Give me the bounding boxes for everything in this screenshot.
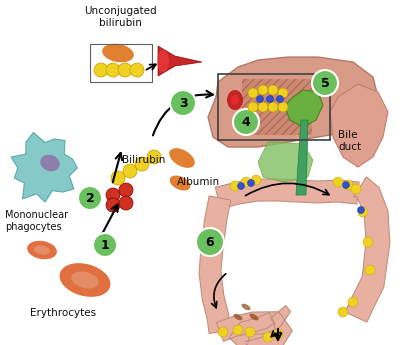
Polygon shape: [296, 120, 308, 195]
Circle shape: [351, 184, 361, 194]
Polygon shape: [286, 90, 323, 127]
Circle shape: [135, 157, 149, 171]
Circle shape: [278, 102, 288, 112]
Circle shape: [276, 96, 284, 102]
Circle shape: [245, 327, 255, 337]
Ellipse shape: [71, 272, 99, 288]
Circle shape: [258, 85, 268, 95]
Circle shape: [273, 329, 283, 339]
FancyArrowPatch shape: [212, 274, 226, 308]
Circle shape: [218, 327, 228, 337]
Circle shape: [93, 233, 117, 257]
Circle shape: [119, 183, 133, 197]
Circle shape: [106, 63, 120, 77]
Text: 4: 4: [242, 116, 250, 129]
Text: Unconjugated
bilirubin: Unconjugated bilirubin: [84, 7, 156, 28]
Text: 1: 1: [101, 238, 109, 252]
FancyArrowPatch shape: [271, 331, 280, 337]
Polygon shape: [199, 196, 231, 334]
Circle shape: [233, 109, 259, 135]
Polygon shape: [330, 84, 388, 167]
Circle shape: [263, 332, 273, 342]
Circle shape: [365, 265, 375, 275]
Ellipse shape: [169, 148, 195, 168]
Circle shape: [248, 88, 258, 98]
Circle shape: [338, 307, 348, 317]
Circle shape: [268, 102, 278, 112]
Ellipse shape: [27, 241, 57, 259]
Circle shape: [342, 181, 350, 188]
Polygon shape: [345, 177, 390, 322]
Ellipse shape: [227, 90, 243, 110]
Text: Albumin: Albumin: [176, 177, 220, 187]
Polygon shape: [258, 142, 313, 182]
Circle shape: [343, 180, 353, 190]
Circle shape: [241, 177, 251, 187]
Circle shape: [233, 325, 243, 335]
Polygon shape: [216, 306, 292, 345]
Circle shape: [106, 188, 120, 202]
Circle shape: [111, 171, 125, 185]
Circle shape: [268, 85, 278, 95]
Circle shape: [251, 175, 261, 185]
Circle shape: [106, 198, 120, 212]
Circle shape: [230, 181, 240, 191]
Circle shape: [147, 150, 161, 164]
Circle shape: [248, 179, 254, 187]
Ellipse shape: [250, 314, 258, 320]
Circle shape: [94, 63, 108, 77]
Circle shape: [238, 183, 244, 189]
Ellipse shape: [170, 176, 190, 190]
Circle shape: [358, 207, 364, 214]
Circle shape: [78, 186, 102, 210]
Polygon shape: [208, 57, 378, 147]
Text: Bilirubin: Bilirubin: [122, 155, 165, 165]
Circle shape: [333, 177, 343, 187]
Circle shape: [312, 70, 338, 96]
Ellipse shape: [34, 245, 50, 255]
Ellipse shape: [157, 50, 169, 72]
Text: Bile
duct: Bile duct: [338, 130, 361, 151]
Circle shape: [278, 88, 288, 98]
Text: 5: 5: [321, 77, 329, 90]
Circle shape: [363, 237, 373, 247]
Circle shape: [119, 196, 133, 210]
Circle shape: [123, 164, 137, 178]
Ellipse shape: [40, 155, 60, 171]
Circle shape: [348, 297, 358, 307]
Circle shape: [118, 63, 132, 77]
Circle shape: [258, 102, 268, 112]
Text: 6: 6: [206, 236, 214, 248]
Text: Erythrocytes: Erythrocytes: [30, 308, 96, 318]
Circle shape: [248, 102, 258, 112]
Ellipse shape: [231, 95, 239, 105]
FancyArrowPatch shape: [245, 183, 329, 196]
Ellipse shape: [102, 44, 134, 62]
Text: Mononuclear
phagocytes: Mononuclear phagocytes: [5, 210, 68, 231]
Circle shape: [256, 96, 264, 102]
Polygon shape: [215, 179, 359, 209]
Ellipse shape: [242, 304, 250, 310]
Text: 2: 2: [86, 191, 94, 205]
Circle shape: [358, 207, 368, 217]
Circle shape: [196, 228, 224, 256]
FancyArrowPatch shape: [153, 91, 213, 135]
FancyBboxPatch shape: [242, 79, 312, 135]
Ellipse shape: [60, 263, 110, 297]
Circle shape: [170, 90, 196, 116]
Circle shape: [266, 96, 274, 102]
Polygon shape: [11, 132, 77, 202]
Text: 3: 3: [179, 97, 187, 109]
Ellipse shape: [234, 314, 242, 320]
Polygon shape: [158, 46, 202, 76]
Circle shape: [130, 63, 144, 77]
